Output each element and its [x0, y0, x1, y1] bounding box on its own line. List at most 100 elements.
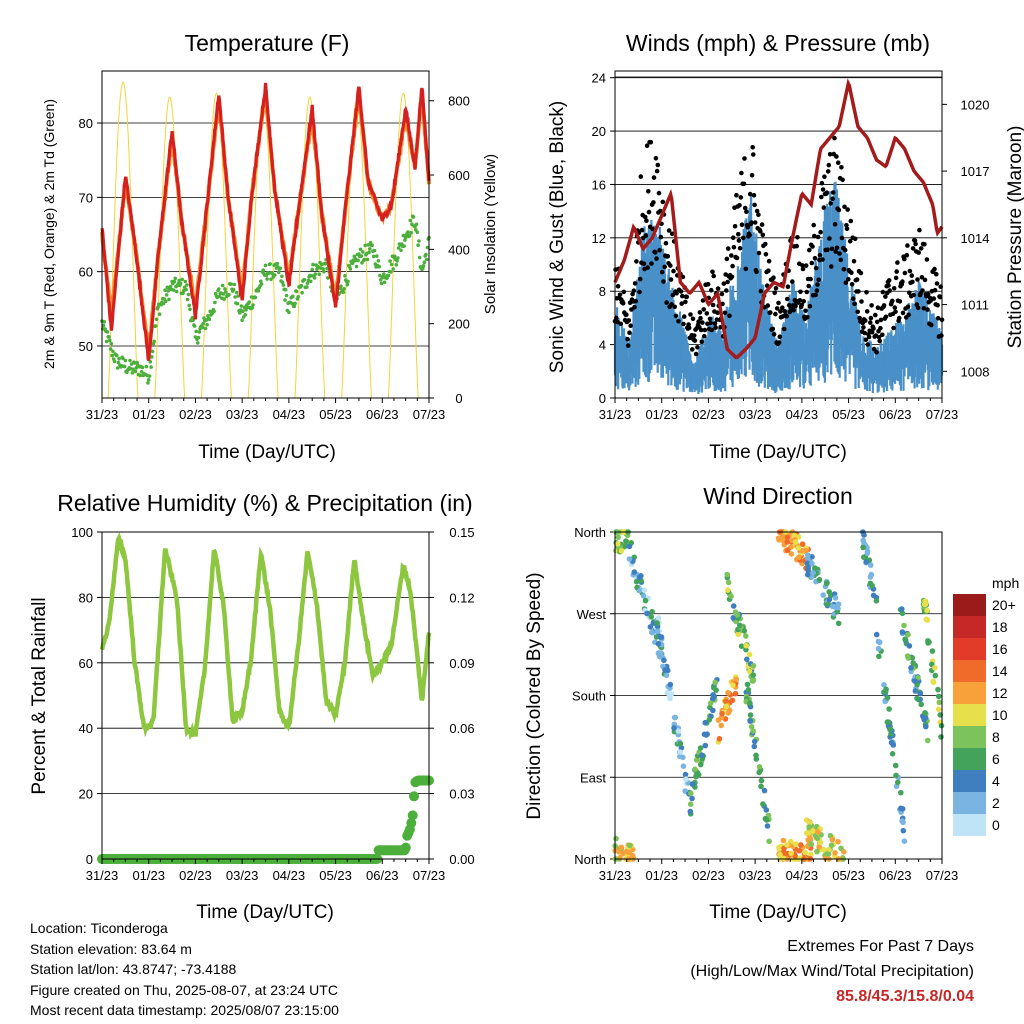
- gust-point: [680, 274, 686, 280]
- direction-point: [733, 676, 740, 683]
- gust-point: [864, 290, 869, 295]
- gust-point: [892, 305, 898, 310]
- direction-point: [812, 565, 818, 571]
- direction-point: [618, 844, 625, 851]
- gust-point: [754, 208, 760, 214]
- direction-point: [642, 597, 649, 604]
- dewpoint-point: [292, 304, 297, 309]
- gust-point: [782, 309, 788, 314]
- dewpoint-point: [192, 324, 197, 328]
- direction-point: [725, 689, 731, 696]
- gust-point: [786, 302, 792, 308]
- extremes-values: 85.8/45.3/15.8/0.04: [836, 988, 974, 1005]
- y-tick-label: 0: [599, 391, 606, 406]
- dewpoint-point: [187, 303, 191, 308]
- dewpoint-point: [102, 320, 107, 324]
- dewpoint-point: [163, 288, 167, 293]
- direction-point: [921, 601, 928, 608]
- gust-point: [793, 303, 798, 309]
- direction-point: [898, 789, 904, 796]
- dewpoint-point: [424, 257, 429, 262]
- direction-point: [688, 790, 694, 796]
- gust-point: [880, 332, 885, 338]
- dewpoint-point: [345, 282, 350, 287]
- direction-point: [806, 824, 812, 830]
- direction-point: [824, 580, 830, 586]
- direction-point: [695, 772, 702, 778]
- gust-point: [758, 288, 764, 294]
- gust-point: [662, 264, 667, 270]
- colorbar-label: 14: [992, 663, 1008, 679]
- gust-point: [668, 263, 673, 268]
- solar-curve: [201, 92, 232, 399]
- direction-point: [633, 578, 640, 585]
- gust-point: [737, 203, 742, 208]
- dewpoint-point: [185, 297, 190, 302]
- direction-point: [912, 688, 919, 694]
- gust-point: [684, 294, 689, 300]
- gust-point: [803, 308, 808, 314]
- gust-point: [683, 299, 688, 305]
- gust-point: [919, 275, 925, 280]
- direction-point: [730, 615, 737, 621]
- direction-point: [808, 841, 815, 848]
- gust-point: [818, 229, 823, 235]
- direction-point: [829, 836, 836, 843]
- dewpoint-point: [296, 295, 301, 299]
- gust-point: [744, 209, 749, 214]
- dewpoint-point: [305, 285, 309, 289]
- dewpoint-point: [121, 356, 125, 361]
- gust-point: [839, 165, 844, 170]
- gust-point: [751, 152, 756, 157]
- gust-point: [700, 298, 706, 303]
- direction-point: [697, 761, 704, 768]
- gust-point: [814, 288, 820, 293]
- gust-point: [833, 249, 838, 254]
- colorbar-swatch: [953, 682, 986, 704]
- gust-point: [669, 302, 674, 307]
- dewpoint-point: [409, 230, 413, 235]
- gust-point: [661, 279, 666, 284]
- gust-point: [631, 288, 637, 294]
- gust-point: [741, 235, 746, 241]
- dewpoint-point: [371, 254, 376, 259]
- gust-point: [732, 224, 738, 229]
- colorbar-swatch: [953, 638, 986, 660]
- solar-curve: [107, 81, 139, 399]
- colorbar-label: 12: [992, 685, 1008, 701]
- gust-point: [773, 285, 779, 291]
- gust-point: [620, 301, 626, 306]
- dewpoint-point: [134, 365, 139, 370]
- gust-point: [695, 345, 700, 350]
- x-tick-label: 06/23: [879, 868, 912, 883]
- gust-point: [745, 224, 750, 230]
- direction-point: [654, 628, 661, 635]
- gust-point: [621, 289, 627, 295]
- colorbar-label: 16: [992, 641, 1008, 657]
- gust-point: [855, 309, 860, 315]
- y-tick-label: 40: [79, 721, 93, 736]
- gust-point: [627, 330, 632, 336]
- dewpoint-point: [366, 243, 371, 247]
- gust-point: [707, 316, 713, 322]
- x-tick-label: 07/23: [926, 407, 959, 422]
- dewpoint-point: [424, 252, 428, 257]
- gust-point: [634, 259, 639, 264]
- direction-point: [667, 681, 674, 688]
- y2-tick-label: 1014: [961, 231, 990, 246]
- gust-point: [770, 326, 776, 332]
- dewpoint-point: [232, 282, 237, 287]
- direction-point: [719, 710, 725, 717]
- gust-point: [618, 321, 623, 327]
- direction-point: [671, 725, 677, 731]
- gust-point: [883, 314, 889, 320]
- dewpoint-point: [275, 261, 280, 266]
- gust-point: [883, 294, 888, 299]
- gust-point: [924, 257, 930, 262]
- gust-point: [625, 336, 630, 342]
- winds-ylabel: Sonic Wind & Gust (Blue, Black): [547, 101, 568, 373]
- direction-point: [814, 848, 820, 855]
- extremes-title: Extremes For Past 7 Days: [787, 938, 974, 955]
- direction-point: [900, 827, 907, 834]
- direction-point: [615, 541, 621, 547]
